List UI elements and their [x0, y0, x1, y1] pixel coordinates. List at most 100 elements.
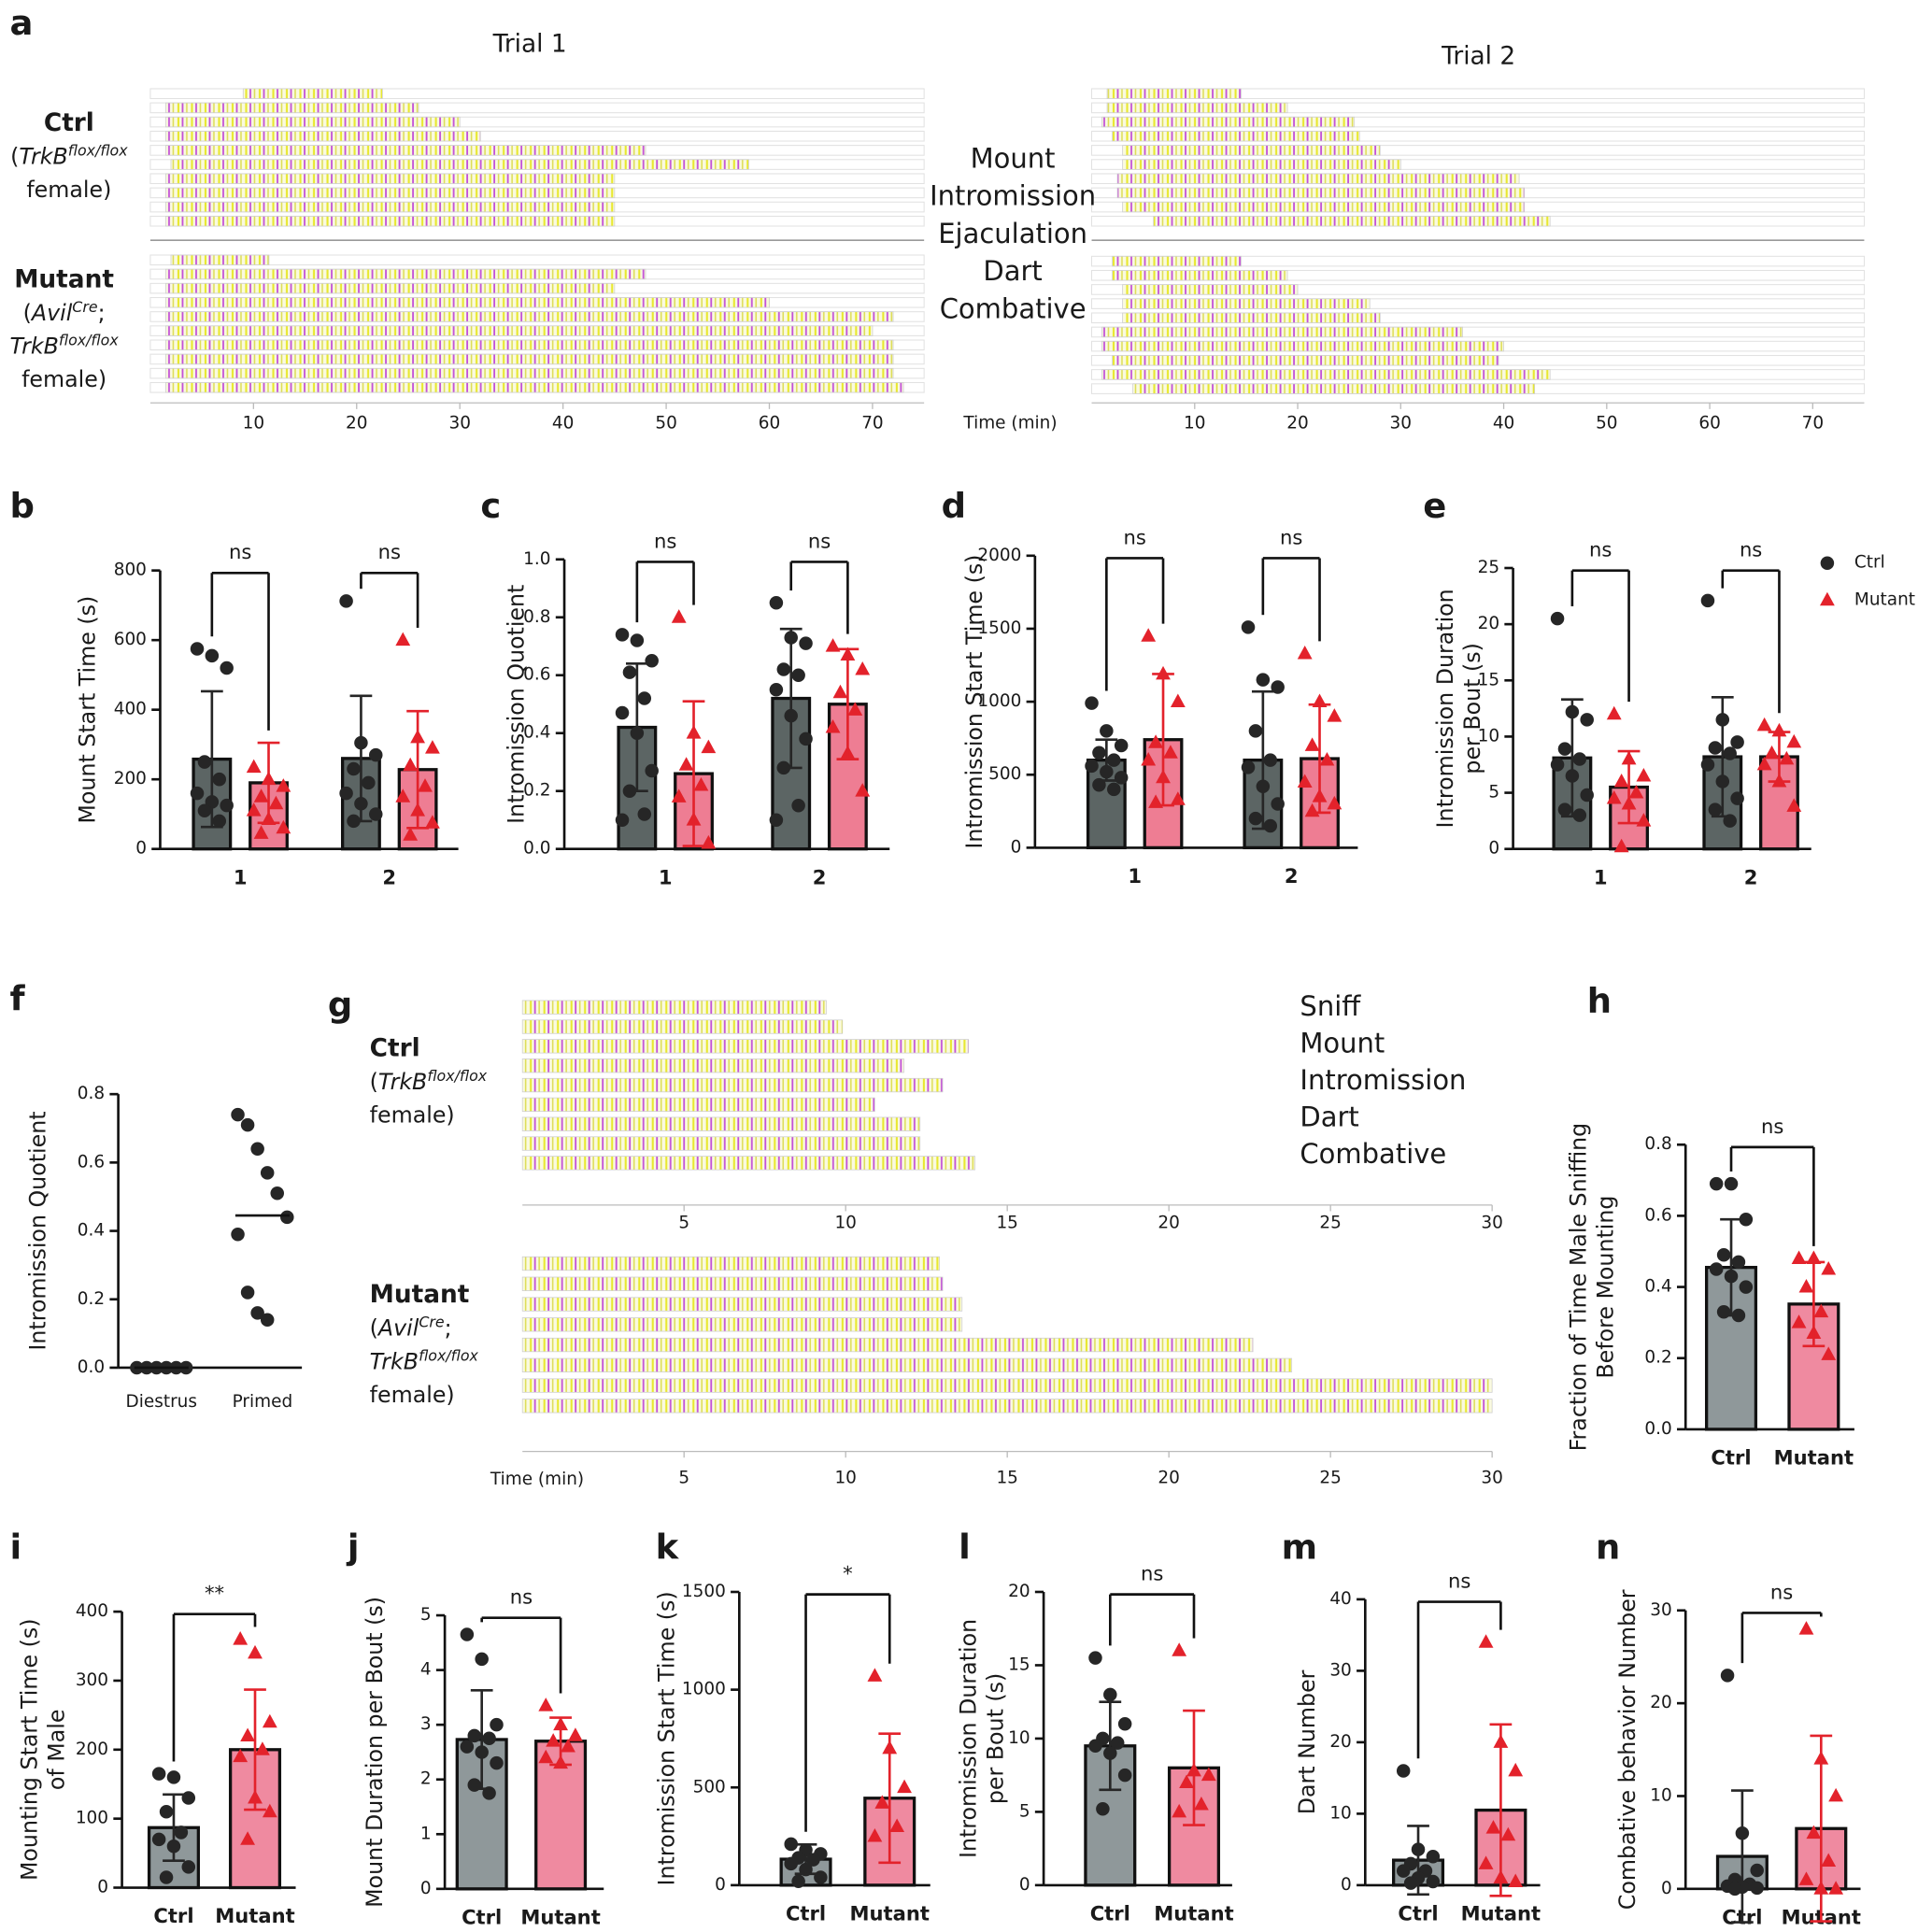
behavior-row — [165, 268, 646, 280]
data-point — [1739, 1212, 1754, 1227]
panel-letter: h — [1587, 981, 1612, 1021]
data-point — [1426, 1850, 1441, 1864]
row-frame — [1090, 326, 1865, 338]
x-tick-label: Ctrl — [153, 1904, 193, 1927]
data-point — [1241, 620, 1256, 634]
y-axis-label: Intromission Start Time (s) — [961, 555, 987, 849]
data-point — [776, 662, 791, 676]
x-tick-label: 50 — [1596, 414, 1617, 433]
y-tick-label: 0 — [135, 839, 147, 859]
y-tick-label: 2000 — [977, 546, 1021, 565]
legend-label: Mount — [971, 142, 1056, 174]
legend-label: Ctrl — [1854, 553, 1885, 573]
behavior-row — [1122, 159, 1401, 170]
behavior-row — [521, 1000, 827, 1015]
label-part: female) — [21, 366, 107, 392]
group-label: female) — [21, 366, 107, 392]
behavior-row — [521, 1297, 963, 1312]
behavior-row — [1122, 201, 1526, 213]
label-part: ( — [370, 1315, 378, 1342]
data-point — [1141, 628, 1157, 642]
legend-label: Sniff — [1300, 990, 1361, 1022]
data-point — [1779, 750, 1795, 765]
legend-label: Mutant — [1854, 590, 1915, 609]
data-point — [1636, 767, 1652, 782]
behavior-row — [1101, 116, 1356, 128]
data-point — [220, 661, 234, 675]
y-tick-label: 0 — [97, 1878, 108, 1897]
data-point — [190, 786, 205, 801]
behavior-row — [1112, 270, 1288, 281]
x-tick-label: 30 — [448, 414, 470, 433]
significance-label: ns — [654, 529, 676, 552]
data-point — [1092, 746, 1106, 760]
data-point — [814, 1870, 828, 1884]
data-point — [855, 783, 871, 797]
data-point — [475, 1652, 489, 1667]
data-point — [425, 740, 440, 754]
group-label: female) — [370, 1101, 455, 1128]
data-point — [1179, 1774, 1194, 1788]
y-tick-label: 10 — [1008, 1728, 1030, 1748]
y-tick-label: 0.8 — [1644, 1134, 1671, 1154]
behavior-row — [1101, 340, 1504, 352]
y-tick-label: 0.0 — [1644, 1419, 1671, 1439]
behavior-row — [170, 254, 270, 265]
data-point — [1200, 1767, 1216, 1782]
x-tick-label: 5 — [678, 1469, 689, 1488]
panel-letter: i — [10, 1527, 22, 1567]
data-point — [1739, 1280, 1754, 1294]
y-tick-label: 1500 — [977, 618, 1021, 638]
data-point — [395, 788, 411, 803]
x-tick-label: Mutant — [1154, 1902, 1233, 1925]
data-point — [1709, 1176, 1724, 1191]
data-point — [1263, 753, 1278, 767]
behavior-row — [165, 187, 616, 199]
significance-label: ns — [1589, 538, 1612, 561]
group-label: (TrkBflox/flox — [370, 1066, 488, 1095]
behavior-row — [165, 297, 770, 308]
behavior-row — [165, 325, 874, 336]
y-tick-label: 200 — [76, 1740, 108, 1759]
data-point — [1724, 1176, 1739, 1191]
y-axis-label: Mount Duration per Bout (s) — [362, 1597, 388, 1908]
y-tick-label: 0.0 — [523, 839, 550, 859]
y-tick-label: 400 — [76, 1601, 108, 1621]
data-point — [159, 1805, 174, 1819]
data-point — [1786, 733, 1802, 748]
data-point — [231, 1107, 245, 1122]
data-point — [460, 1627, 475, 1641]
y-tick-label: 0 — [715, 1875, 726, 1895]
data-point — [1709, 1262, 1724, 1276]
data-point — [197, 755, 212, 769]
significance-label: ns — [1761, 1115, 1783, 1138]
y-axis-label: Intromission Start Time (s) — [653, 1591, 679, 1885]
chart-title: Trial 1 — [492, 30, 567, 58]
data-point — [645, 653, 659, 668]
y-tick-label: 1000 — [977, 691, 1021, 711]
data-point — [1172, 1803, 1187, 1818]
x-tick-label: 20 — [346, 414, 367, 433]
behavior-row — [1112, 131, 1360, 142]
data-point — [1100, 724, 1114, 738]
behavior-row — [521, 1019, 844, 1034]
behavior-row — [1112, 355, 1499, 366]
row-frame — [149, 88, 925, 100]
x-tick-label: 40 — [1493, 414, 1514, 433]
data-point — [240, 1117, 255, 1132]
data-point — [1485, 1820, 1501, 1834]
data-point — [1170, 791, 1186, 805]
data-point — [791, 798, 805, 813]
data-point — [1723, 746, 1737, 760]
behavior-row — [165, 382, 904, 393]
behavior-row — [521, 1357, 1293, 1372]
data-point — [240, 1831, 256, 1845]
y-tick-label: 20 — [1008, 1582, 1030, 1601]
y-tick-label: 1000 — [682, 1680, 726, 1699]
behavior-row — [165, 353, 894, 365]
behavior-row — [1122, 145, 1381, 156]
behavior-row — [521, 1058, 904, 1073]
data-point — [630, 633, 645, 647]
data-point — [806, 1853, 820, 1867]
data-point — [339, 594, 353, 608]
